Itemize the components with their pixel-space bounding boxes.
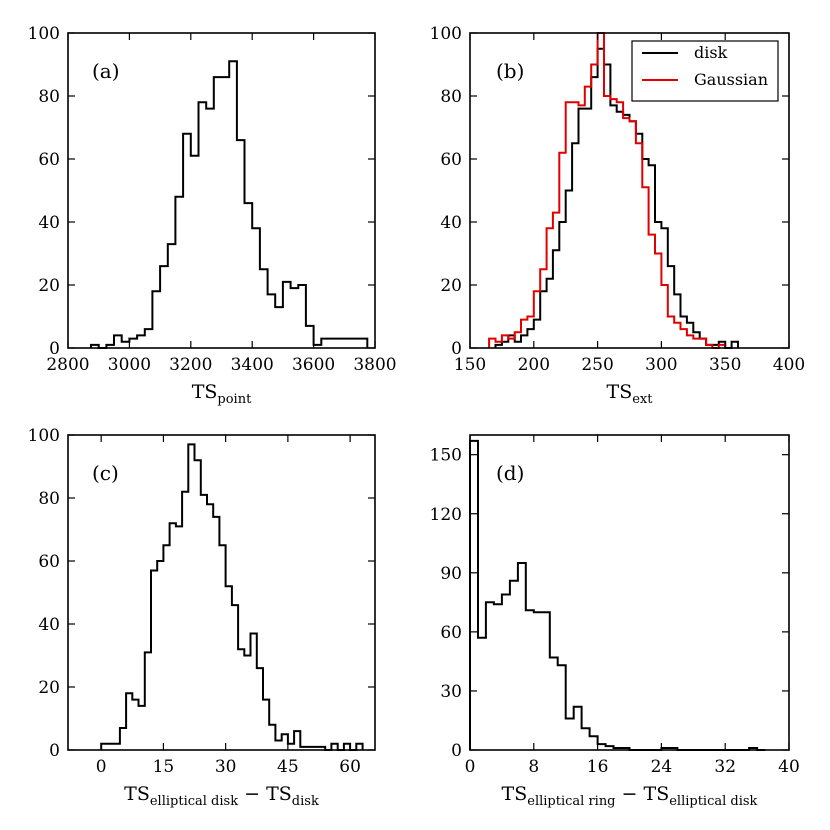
x-tick-label: 60 — [339, 757, 361, 777]
y-tick-label: 20 — [38, 678, 60, 698]
y-tick-label: 20 — [38, 276, 60, 296]
x-tick-label: 3200 — [169, 355, 212, 375]
y-tick-label: 60 — [440, 623, 462, 643]
x-axis-label-main: TS — [124, 783, 150, 805]
x-tick-label: 3400 — [231, 355, 274, 375]
histogram-series-gaussian — [488, 32, 727, 349]
x-tick-label: 150 — [454, 355, 486, 375]
y-tick-label: 90 — [440, 564, 462, 584]
y-tick-label: 120 — [430, 505, 462, 525]
x-tick-label: 30 — [215, 757, 237, 777]
histogram-series-0 — [90, 60, 369, 349]
x-axis-label: TSpoint — [192, 381, 252, 407]
panel-label: (a) — [92, 59, 120, 83]
y-tick-label: 100 — [430, 24, 462, 44]
x-tick-label: 2800 — [46, 355, 89, 375]
histogram-series-0 — [469, 439, 766, 751]
x-axis-label: TSelliptical ring − TSelliptical disk — [502, 783, 758, 809]
plot-frame — [67, 32, 376, 349]
x-tick-label: 200 — [518, 355, 550, 375]
x-axis-label-sub2: disk — [292, 794, 319, 809]
plot-frame — [67, 434, 376, 751]
y-tick-label: 100 — [28, 24, 60, 44]
y-tick-label: 20 — [440, 276, 462, 296]
x-tick-label: 16 — [587, 757, 609, 777]
x-axis-label-main: TS — [502, 783, 528, 805]
x-axis-label-sub: point — [217, 392, 252, 407]
y-tick-label: 0 — [49, 339, 60, 359]
x-tick-label: 8 — [528, 757, 539, 777]
x-tick-label: 3800 — [353, 355, 396, 375]
panel-b: 150 200 250 300 350 400 0 20 40 60 80 100 (b) TSext di… — [430, 24, 806, 407]
x-tick-label: 45 — [277, 757, 299, 777]
y-tick-label: 60 — [38, 552, 60, 572]
plot-frame — [469, 434, 790, 751]
plot-frame — [469, 32, 790, 349]
y-tick-label: 0 — [49, 741, 60, 761]
y-tick-label: 80 — [38, 489, 60, 509]
panel-label: (d) — [496, 461, 524, 485]
x-axis-label-minus: − TS — [238, 783, 292, 805]
y-tick-label: 40 — [440, 213, 462, 233]
histogram-series-0 — [100, 443, 364, 751]
y-tick-label: 80 — [440, 87, 462, 107]
x-tick-label: 15 — [153, 757, 175, 777]
y-tick-label: 80 — [38, 87, 60, 107]
x-tick-label: 24 — [651, 757, 673, 777]
panel-a: 2800 3000 3200 3400 3600 3800 0 20 40 60 80 100 (a) T… — [28, 24, 397, 407]
panel-label: (b) — [496, 59, 524, 83]
x-tick-label: 350 — [709, 355, 741, 375]
legend-label-disk: disk — [694, 43, 728, 62]
y-tick-label: 0 — [451, 741, 462, 761]
panel-c: 0 15 30 45 60 0 20 40 60 80 100 (c) TSelliptical dis… — [28, 426, 376, 809]
x-tick-label: 400 — [773, 355, 805, 375]
x-tick-label: 3000 — [108, 355, 151, 375]
x-tick-label: 250 — [581, 355, 613, 375]
x-axis-label: TSelliptical disk − TSdisk — [124, 783, 319, 809]
y-tick-label: 150 — [430, 446, 462, 466]
histogram-series-disk — [494, 47, 739, 349]
panel-label: (c) — [92, 461, 119, 485]
y-tick-label: 60 — [440, 150, 462, 170]
legend-box — [631, 40, 779, 102]
x-axis-label-sub: elliptical ring — [527, 794, 615, 809]
y-tick-label: 30 — [440, 682, 462, 702]
x-axis-label-sub2: elliptical disk — [669, 794, 757, 809]
y-tick-label: 60 — [38, 150, 60, 170]
x-tick-label: 3600 — [292, 355, 335, 375]
y-tick-label: 40 — [38, 615, 60, 635]
legend: disk Gaussian — [631, 40, 779, 102]
x-tick-label: 300 — [645, 355, 677, 375]
legend-label-gaussian: Gaussian — [694, 70, 768, 89]
x-tick-label: 0 — [96, 757, 107, 777]
x-axis-label-minus: − TS — [616, 783, 670, 805]
y-tick-label: 40 — [38, 213, 60, 233]
x-axis-label: TSext — [607, 381, 654, 407]
x-axis-label-main: TS — [192, 381, 218, 403]
y-tick-label: 100 — [28, 426, 60, 446]
panel-d: 0 8 16 24 32 40 0 30 60 90 120 150 (d) TSelliptical r… — [430, 434, 800, 809]
x-axis-label-sub: elliptical disk — [150, 794, 238, 809]
x-tick-label: 0 — [465, 757, 476, 777]
x-axis-label-sub: ext — [632, 392, 653, 407]
y-tick-label: 0 — [451, 339, 462, 359]
x-tick-label: 40 — [778, 757, 800, 777]
x-axis-label-main: TS — [607, 381, 633, 403]
x-tick-label: 32 — [714, 757, 736, 777]
